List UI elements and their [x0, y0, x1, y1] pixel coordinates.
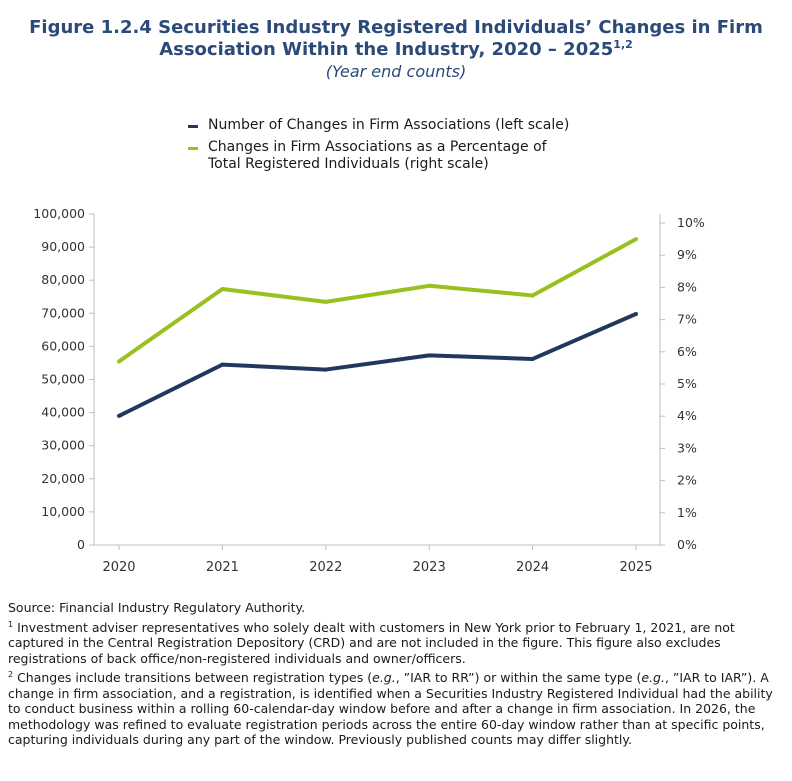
legend-label-changes-percent-line1: Changes in Firm Associations as a Percen… [208, 139, 547, 155]
right-tick-label: 3% [677, 440, 697, 455]
chart-title-text: Association Within the Industry, 2020 – … [159, 39, 614, 60]
footnote-2-text-a: Changes include transitions between regi… [13, 670, 373, 685]
footnote-2-eg-2: e.g. [641, 670, 665, 685]
right-tick-label: 7% [677, 312, 697, 327]
x-tick-label: 2021 [206, 560, 239, 575]
line-chart: 0 10,000 20,000 30,000 40,000 50,000 60,000 70,… [33, 206, 705, 575]
series-line-percent [117, 237, 637, 364]
footnote-2-text-b: , ”IAR to RR”) or within the same type ( [395, 670, 642, 685]
chart-title-line1: Figure 1.2.4 Securities Industry Registe… [29, 17, 763, 38]
left-tick-label: 0 [77, 537, 85, 552]
legend-swatch-green [188, 147, 198, 150]
right-tick-label: 8% [677, 279, 697, 294]
point-percent-2024 [530, 293, 535, 298]
legend-swatch-navy [188, 125, 198, 128]
right-tick-label: 1% [677, 505, 697, 520]
point-count-2020 [117, 413, 121, 418]
footnote-1-mark: 1 [8, 619, 14, 629]
left-tick-label: 10,000 [41, 504, 85, 519]
legend-label-changes-percent-line2: Total Registered Individuals (right scal… [208, 156, 489, 172]
footnote-2-text-c: , ”IAR to IAR”). A change in firm associ… [8, 670, 773, 747]
legend-label-changes-count: Number of Changes in Firm Associations (… [208, 117, 570, 133]
left-tick-label: 20,000 [41, 471, 85, 486]
point-percent-2023 [427, 283, 432, 288]
right-tick-label: 10% [677, 215, 705, 230]
legend-item-changes-count: Number of Changes in Firm Associations (… [188, 117, 578, 134]
footnote-1: 1 Investment adviser representatives who… [8, 620, 778, 667]
point-percent-2025 [634, 237, 638, 242]
x-tick-label: 2022 [309, 560, 342, 575]
point-count-2024 [530, 356, 535, 361]
right-tick-label: 0% [677, 537, 697, 552]
x-tick-label: 2020 [102, 560, 135, 575]
x-tick-label: 2023 [413, 560, 446, 575]
point-count-2022 [323, 367, 328, 372]
point-percent-2020 [117, 359, 121, 364]
right-tick-label: 2% [677, 473, 697, 488]
left-tick-label: 60,000 [41, 338, 85, 353]
left-tick-label: 100,000 [33, 206, 85, 221]
footnotes: Source: Financial Industry Regulatory Au… [8, 600, 778, 752]
chart-title-line2: Association Within the Industry, 2020 – … [0, 39, 792, 61]
footnote-1-text: Investment adviser representatives who s… [8, 619, 735, 666]
point-count-2021 [220, 362, 225, 367]
point-count-2025 [634, 311, 638, 316]
point-percent-2022 [323, 299, 328, 304]
footnote-2: 2 Changes include transitions between re… [8, 670, 778, 748]
left-tick-label: 50,000 [41, 372, 85, 387]
legend: Number of Changes in Firm Associations (… [188, 117, 578, 178]
left-tick-label: 70,000 [41, 305, 85, 320]
x-tick-label: 2025 [619, 560, 652, 575]
footnote-2-eg-1: e.g. [372, 670, 396, 685]
left-tick-label: 30,000 [41, 438, 85, 453]
right-tick-label: 5% [677, 376, 697, 391]
point-percent-2021 [220, 287, 225, 292]
x-tick-label: 2024 [516, 560, 549, 575]
source-note: Source: Financial Industry Regulatory Au… [8, 600, 306, 615]
right-tick-label: 9% [677, 247, 697, 262]
right-tick-label: 4% [677, 408, 697, 423]
point-count-2023 [427, 353, 432, 358]
left-tick-label: 40,000 [41, 405, 85, 420]
legend-item-changes-percent: Changes in Firm Associations as a Percen… [188, 139, 578, 173]
chart-subtitle: (Year end counts) [325, 62, 467, 81]
left-tick-label: 90,000 [41, 239, 85, 254]
footnote-2-mark: 2 [8, 670, 14, 679]
left-tick-label: 80,000 [41, 272, 85, 287]
title-footnote-marks: 1,2 [613, 38, 633, 51]
right-tick-label: 6% [677, 344, 697, 359]
series-line-count [118, 312, 637, 418]
